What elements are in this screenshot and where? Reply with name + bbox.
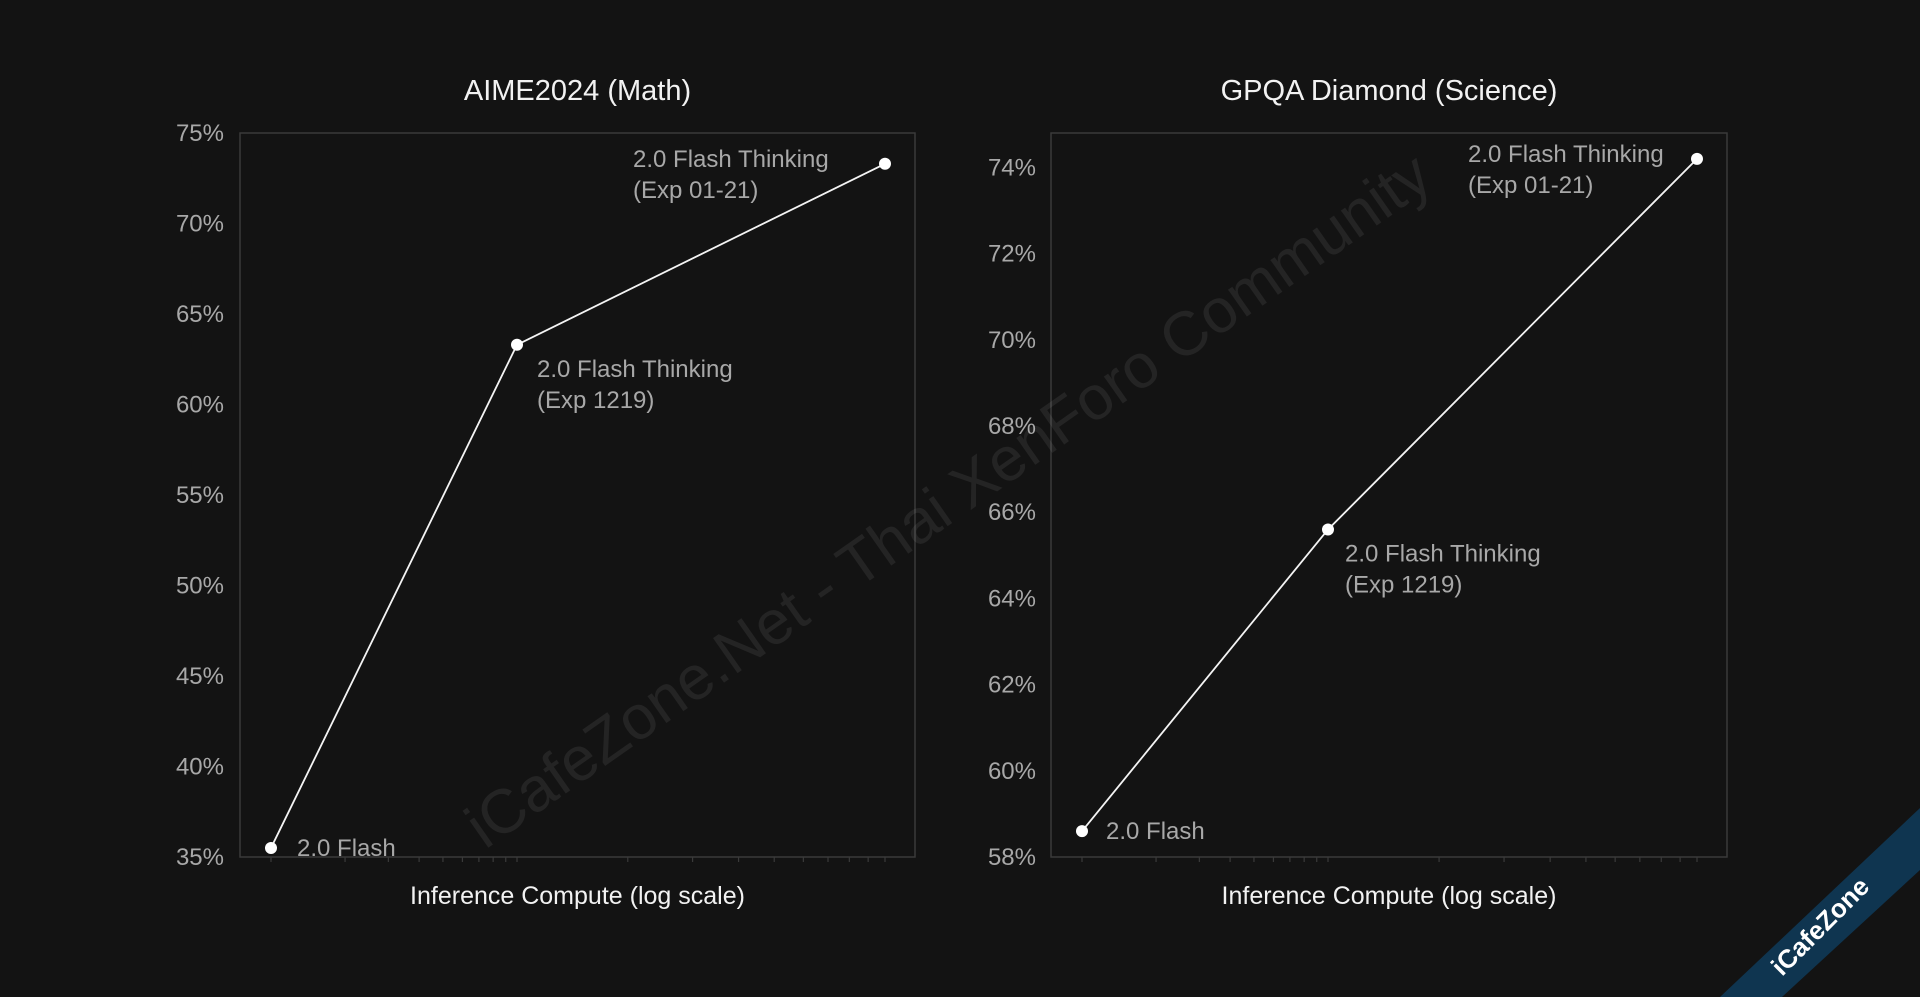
y-tick-label: 70% [988, 327, 1036, 354]
data-point-label: 2.0 Flash [1106, 818, 1205, 845]
watermark-text: iCafeZone.Net - Thai XenForo Community [453, 140, 1443, 862]
plot-area-frame [1050, 132, 1728, 858]
x-axis-label: Inference Compute (log scale) [410, 882, 745, 910]
y-tick-label: 55% [176, 482, 224, 509]
data-point [879, 157, 891, 170]
y-tick-label: 68% [988, 413, 1036, 440]
data-point [265, 841, 277, 854]
data-point-label: 2.0 Flash [297, 835, 396, 862]
data-point [1322, 523, 1334, 536]
watermark: iCafeZone.Net - Thai XenForo Community [453, 140, 1443, 862]
chart-title: GPQA Diamond (Science) [1221, 75, 1558, 107]
y-tick-label: 74% [988, 154, 1036, 181]
y-tick-label: 60% [176, 392, 224, 419]
y-tick-label: 64% [988, 585, 1036, 612]
y-tick-label: 58% [988, 844, 1036, 871]
y-tick-label: 66% [988, 499, 1036, 526]
data-point [511, 338, 523, 351]
data-point-label: (Exp 1219) [1345, 571, 1462, 598]
data-point [1076, 825, 1088, 838]
y-tick-label: 75% [176, 120, 224, 147]
corner-watermark-badge: iCafeZone [1720, 808, 1920, 997]
aime2024-chart: AIME2024 (Math) Inference Compute (log sc… [176, 75, 916, 910]
data-point-label: 2.0 Flash Thinking [633, 146, 829, 173]
data-point-label: (Exp 01-21) [633, 177, 758, 204]
y-tick-label: 72% [988, 241, 1036, 268]
y-tick-label: 60% [988, 758, 1036, 785]
plot-area-frame [239, 132, 916, 858]
y-tick-label: 45% [176, 663, 224, 690]
data-point-label: 2.0 Flash Thinking [1345, 540, 1541, 567]
x-axis-label: Inference Compute (log scale) [1222, 882, 1557, 910]
chart-title: AIME2024 (Math) [464, 75, 691, 107]
data-point-label: 2.0 Flash Thinking [537, 356, 733, 383]
gpqa-diamond-chart: GPQA Diamond (Science) Inference Compute … [988, 75, 1728, 910]
data-point-label: (Exp 1219) [537, 387, 654, 414]
data-point-label: (Exp 01-21) [1468, 172, 1593, 199]
series-line [1081, 158, 1698, 832]
y-tick-label: 65% [176, 301, 224, 328]
data-point [1691, 152, 1703, 165]
data-point-label: 2.0 Flash Thinking [1468, 141, 1664, 168]
y-tick-label: 62% [988, 672, 1036, 699]
y-tick-label: 40% [176, 754, 224, 781]
y-tick-label: 50% [176, 573, 224, 600]
y-tick-label: 35% [176, 844, 224, 871]
y-tick-label: 70% [176, 211, 224, 238]
